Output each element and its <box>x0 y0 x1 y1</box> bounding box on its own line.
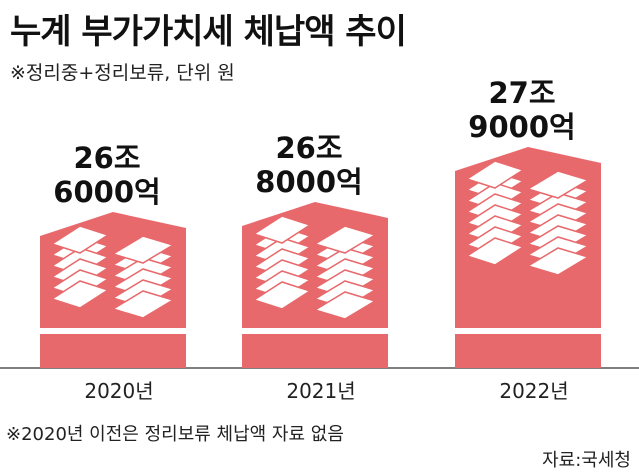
data-label: 27조 <box>488 76 555 110</box>
paper-stack-left <box>50 225 110 309</box>
paper-sheet <box>465 237 525 266</box>
paper-top <box>526 170 590 199</box>
bar-base <box>40 334 186 368</box>
paper-top <box>50 225 110 254</box>
paper-sheet <box>313 291 377 320</box>
x-tick-label: 2020년 <box>84 379 153 403</box>
paper-stack-right <box>313 225 377 320</box>
paper-stack-right <box>526 170 590 276</box>
footnote: ※2020년 이전은 정리보류 체납액 자료 없음 <box>6 424 344 445</box>
paper-top <box>465 160 525 189</box>
paper-stack-left <box>465 160 525 266</box>
paper-stack-right <box>111 235 175 319</box>
data-label: 26조 <box>73 141 140 175</box>
x-tick-label: 2021년 <box>286 379 355 403</box>
data-label: 9000억 <box>468 110 575 144</box>
paper-sheet <box>50 280 110 309</box>
bar-base <box>242 334 388 368</box>
paper-sheet <box>526 247 590 276</box>
data-label: 8000억 <box>255 165 362 199</box>
paper-sheet <box>111 290 175 319</box>
data-label: 26조 <box>275 131 342 165</box>
data-label: 6000억 <box>53 175 160 209</box>
bar-base <box>455 334 601 368</box>
paper-stack-left <box>252 215 312 310</box>
source-credit: 자료:국세청 <box>542 450 631 471</box>
paper-sheet <box>252 281 312 310</box>
chart-subtitle: ※정리중+정리보류, 단위 원 <box>10 62 235 84</box>
paper-top <box>313 225 377 254</box>
chart-title: 누계 부가가치세 체납액 추이 <box>10 12 407 52</box>
x-tick-label: 2022년 <box>499 379 568 403</box>
paper-top <box>252 215 312 244</box>
paper-top <box>111 235 175 264</box>
